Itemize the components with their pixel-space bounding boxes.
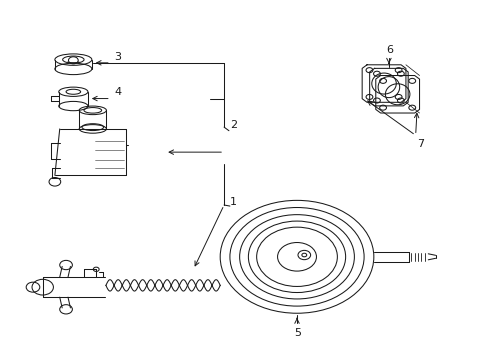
Text: 7: 7 bbox=[416, 139, 423, 149]
Text: 1: 1 bbox=[229, 197, 236, 207]
Text: 6: 6 bbox=[385, 45, 392, 55]
Text: 4: 4 bbox=[114, 87, 121, 98]
Text: 5: 5 bbox=[293, 328, 301, 338]
Text: 2: 2 bbox=[229, 120, 237, 130]
Text: 3: 3 bbox=[114, 52, 121, 62]
